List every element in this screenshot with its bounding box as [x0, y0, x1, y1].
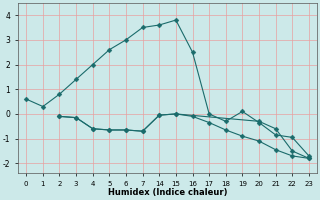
X-axis label: Humidex (Indice chaleur): Humidex (Indice chaleur): [108, 188, 227, 197]
